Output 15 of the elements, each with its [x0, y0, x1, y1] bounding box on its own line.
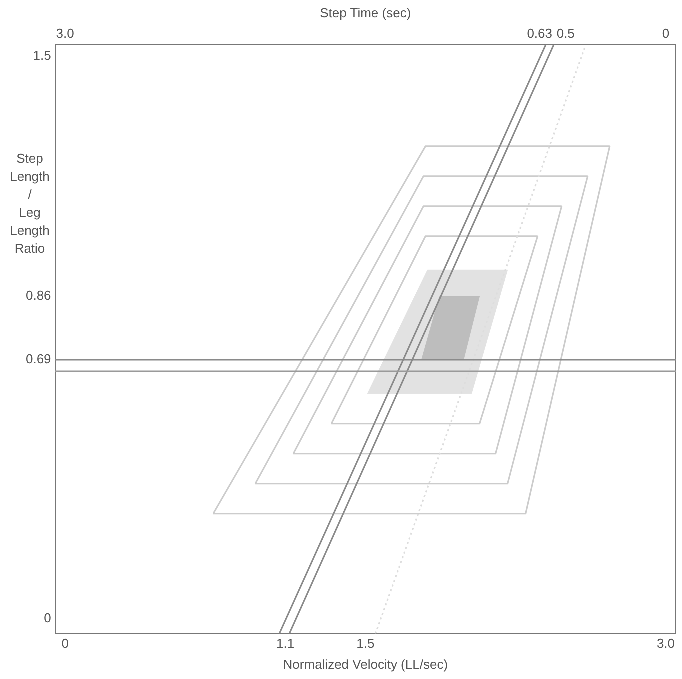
y-tick-label: 0.69 — [26, 352, 52, 367]
x2-tick-label: 0 — [662, 26, 670, 41]
y-tick-label: 0 — [44, 610, 52, 626]
x2-tick-label: 0.5 — [556, 26, 575, 41]
x2-tick-label: 0.63 — [527, 26, 553, 41]
x-tick-label: 1.1 — [276, 636, 295, 652]
x2-axis-title: Step Time (sec) — [320, 5, 412, 20]
x-tick-label: 1.5 — [356, 636, 375, 652]
x2-tick-label: 3.0 — [56, 26, 74, 41]
x-tick-label: 0 — [62, 636, 69, 652]
y-axis-title: Step Length / Leg Length Ratio — [9, 150, 51, 258]
x-tick-label: 3.0 — [656, 636, 676, 652]
y-tick-label: 0.86 — [26, 288, 52, 303]
x-axis-title: Normalized Velocity (LL/sec) — [283, 656, 448, 672]
y-tick-label: 1.5 — [33, 48, 52, 64]
